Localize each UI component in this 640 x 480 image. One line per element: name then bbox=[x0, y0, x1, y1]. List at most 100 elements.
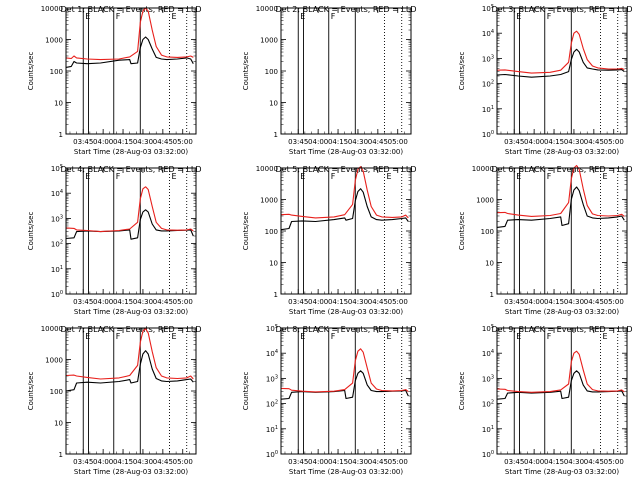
x-tick-label: 03:45 bbox=[288, 458, 308, 466]
x-tick-label: 04:45 bbox=[153, 138, 173, 146]
x-tick-label: 04:00 bbox=[308, 138, 328, 146]
y-axis-label: Counts/sec bbox=[242, 212, 250, 251]
x-tick-label: 04:15 bbox=[113, 138, 133, 146]
lld-series-line bbox=[496, 350, 625, 393]
x-axis-label: Start Time (28-Aug-03 03:32:00) bbox=[289, 308, 403, 316]
state-change-label: F bbox=[331, 332, 336, 341]
x-tick-label: 05:00 bbox=[388, 458, 408, 466]
y-tick-exponent: 0 bbox=[60, 290, 63, 296]
x-tick-label: 05:00 bbox=[173, 298, 193, 306]
panel-5: Det 5: BLACK = Events, RED = LLD 1 10 100 10… bbox=[242, 165, 416, 316]
y-tick-label: 102 bbox=[266, 400, 278, 409]
y-tick-label: 1000 bbox=[45, 357, 63, 365]
x-tick-label: 04:15 bbox=[113, 298, 133, 306]
y-tick-label: 1000 bbox=[260, 197, 278, 205]
x-tick-label: 04:15 bbox=[544, 138, 564, 146]
y-tick-label: 10000 bbox=[41, 5, 63, 13]
x-tick-label: 04:45 bbox=[584, 138, 604, 146]
panel-title: Det 1: BLACK = Events, RED = LLD bbox=[61, 5, 202, 14]
y-tick-label: 1000 bbox=[476, 197, 494, 205]
y-tick-label: 104 bbox=[482, 349, 494, 358]
y-tick-label: 1 bbox=[274, 291, 278, 299]
y-tick-label: 100 bbox=[51, 290, 63, 299]
x-tick-label: 04:30 bbox=[133, 298, 153, 306]
state-change-label: E bbox=[516, 12, 521, 21]
x-tick-label: 05:00 bbox=[173, 138, 193, 146]
y-tick-exponent: 4 bbox=[275, 349, 278, 355]
x-tick-label: 04:30 bbox=[564, 458, 584, 466]
y-tick-exponent: 2 bbox=[275, 400, 278, 406]
x-tick-label: 04:30 bbox=[348, 138, 368, 146]
y-tick-label: 10000 bbox=[256, 5, 278, 13]
state-change-label: E bbox=[300, 332, 305, 341]
lld-series-line bbox=[65, 186, 194, 233]
x-axis-label: Start Time (28-Aug-03 03:32:00) bbox=[74, 468, 188, 476]
x-tick-label: 04:15 bbox=[544, 298, 564, 306]
x-tick-label: 04:45 bbox=[153, 298, 173, 306]
y-tick-label: 100 bbox=[266, 450, 278, 459]
state-change-label: E bbox=[602, 332, 607, 341]
y-axis-label: Counts/sec bbox=[242, 52, 250, 91]
state-change-label: E bbox=[516, 172, 521, 181]
events-series-line bbox=[280, 188, 409, 231]
state-change-label: F bbox=[331, 12, 336, 21]
x-tick-label: 04:45 bbox=[584, 458, 604, 466]
x-tick-label: 04:30 bbox=[564, 298, 584, 306]
x-tick-label: 04:45 bbox=[584, 298, 604, 306]
x-axis-label: Start Time (28-Aug-03 03:32:00) bbox=[74, 308, 188, 316]
state-change-label: E bbox=[516, 332, 521, 341]
x-tick-label: 04:00 bbox=[93, 298, 113, 306]
x-tick-label: 03:45 bbox=[288, 138, 308, 146]
panel-title: Det 9: BLACK = Events, RED = LLD bbox=[492, 325, 633, 334]
y-axis-label: Counts/sec bbox=[458, 52, 466, 91]
x-tick-label: 04:30 bbox=[133, 138, 153, 146]
state-change-label: E bbox=[171, 12, 176, 21]
state-change-label: F bbox=[547, 172, 552, 181]
x-tick-label: 04:15 bbox=[113, 458, 133, 466]
x-tick-label: 05:00 bbox=[604, 138, 624, 146]
state-change-label: E bbox=[171, 172, 176, 181]
panel-1: Det 1: BLACK = Events, RED = LLD 1 10 100 10… bbox=[27, 5, 201, 156]
y-tick-label: 10000 bbox=[41, 325, 63, 333]
y-tick-exponent: 4 bbox=[491, 29, 494, 35]
plot-frame bbox=[65, 327, 197, 455]
x-tick-label: 03:45 bbox=[504, 458, 524, 466]
x-tick-label: 05:00 bbox=[604, 298, 624, 306]
y-tick-label: 10 bbox=[485, 260, 494, 268]
x-axis-label: Start Time (28-Aug-03 03:32:00) bbox=[505, 468, 619, 476]
events-series-line bbox=[496, 186, 625, 228]
state-change-label: E bbox=[85, 12, 90, 21]
y-tick-label: 103 bbox=[482, 374, 494, 383]
state-change-label: E bbox=[300, 12, 305, 21]
y-tick-label: 10 bbox=[54, 420, 63, 428]
y-tick-label: 10 bbox=[269, 100, 278, 108]
y-tick-label: 104 bbox=[266, 349, 278, 358]
events-series-line bbox=[496, 48, 625, 78]
state-change-label: F bbox=[547, 12, 552, 21]
y-tick-label: 102 bbox=[51, 240, 63, 249]
y-tick-exponent: 4 bbox=[491, 349, 494, 355]
state-change-label: E bbox=[85, 172, 90, 181]
y-tick-label: 103 bbox=[266, 374, 278, 383]
y-axis-label: Counts/sec bbox=[27, 212, 35, 251]
y-tick-label: 100 bbox=[481, 228, 494, 236]
y-axis-label: Counts/sec bbox=[242, 372, 250, 411]
x-tick-label: 05:00 bbox=[388, 138, 408, 146]
state-change-label: F bbox=[547, 332, 552, 341]
y-tick-label: 102 bbox=[482, 80, 494, 89]
x-tick-label: 04:45 bbox=[153, 458, 173, 466]
y-tick-exponent: 1 bbox=[491, 425, 494, 431]
y-axis-label: Counts/sec bbox=[27, 372, 35, 411]
y-tick-label: 104 bbox=[51, 189, 63, 198]
y-tick-label: 10000 bbox=[472, 165, 494, 173]
y-tick-label: 105 bbox=[266, 324, 278, 333]
y-tick-label: 100 bbox=[265, 228, 278, 236]
panel-8: Det 8: BLACK = Events, RED = LLD10010110… bbox=[242, 324, 416, 476]
y-tick-exponent: 4 bbox=[60, 189, 63, 195]
state-change-label: F bbox=[331, 172, 336, 181]
y-tick-label: 100 bbox=[265, 68, 278, 76]
panel-title: Det 4: BLACK = Events, RED = LLD bbox=[61, 165, 202, 174]
state-change-label: F bbox=[116, 332, 121, 341]
x-tick-label: 04:00 bbox=[308, 298, 328, 306]
